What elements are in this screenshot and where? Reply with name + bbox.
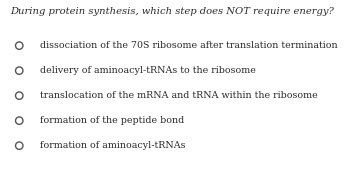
Ellipse shape [15, 42, 23, 49]
Text: translocation of the mRNA and tRNA within the ribosome: translocation of the mRNA and tRNA withi… [40, 91, 318, 100]
Text: During protein synthesis, which step does NOT require energy?: During protein synthesis, which step doe… [10, 7, 334, 16]
Ellipse shape [15, 92, 23, 99]
Ellipse shape [15, 142, 23, 149]
Text: formation of aminoacyl-tRNAs: formation of aminoacyl-tRNAs [40, 141, 186, 150]
Text: formation of the peptide bond: formation of the peptide bond [40, 116, 184, 125]
Ellipse shape [15, 67, 23, 74]
Ellipse shape [15, 117, 23, 124]
Text: delivery of aminoacyl-tRNAs to the ribosome: delivery of aminoacyl-tRNAs to the ribos… [40, 66, 256, 75]
Text: dissociation of the 70S ribosome after translation termination: dissociation of the 70S ribosome after t… [40, 41, 338, 50]
